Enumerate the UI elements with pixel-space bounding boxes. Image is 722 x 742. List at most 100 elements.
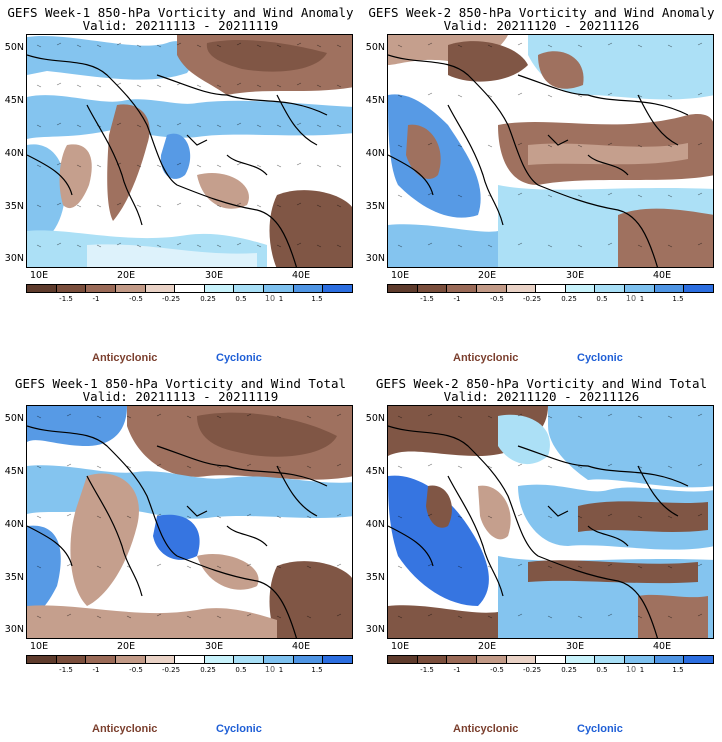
colorbar-segment xyxy=(447,285,477,292)
colorbar-tick: -0.25 xyxy=(161,666,181,674)
colorbar-segment xyxy=(204,285,235,292)
colorbar-tick: -0.5 xyxy=(490,666,504,674)
lon-label: 40E xyxy=(292,641,311,652)
colorbar-segment xyxy=(234,656,265,663)
colorbar-segment xyxy=(388,285,418,292)
colorbar-tick: -1 xyxy=(92,295,100,303)
colorbar-segment xyxy=(565,656,596,663)
cyclonic-label: Cyclonic xyxy=(216,723,262,735)
colorbar-tick: 0.5 xyxy=(235,295,247,303)
lat-label: 30N xyxy=(4,624,24,635)
colorbar-segment xyxy=(323,285,353,292)
lat-label: 40N xyxy=(4,148,24,159)
colorbar-segment xyxy=(536,285,566,292)
panel-title: GEFS Week-2 850-hPa Vorticity and Wind T… xyxy=(375,376,708,391)
cyclonic-label: Cyclonic xyxy=(577,723,623,735)
colorbar-segment xyxy=(293,656,324,663)
colorbar-tick: 0.5 xyxy=(596,666,608,674)
anticyclonic-label: Anticyclonic xyxy=(92,723,158,735)
colorbar-scale-label: 10 xyxy=(625,294,637,303)
colorbar-segment xyxy=(86,656,116,663)
lon-label: 40E xyxy=(653,270,672,281)
colorbar-segment xyxy=(684,285,714,292)
colorbar-tick: 1.5 xyxy=(311,666,323,674)
lon-label: 40E xyxy=(653,641,672,652)
colorbar-tick: 0.25 xyxy=(561,295,577,303)
colorbar-scale-label: 10 xyxy=(625,665,637,674)
lat-label: 30N xyxy=(4,253,24,264)
colorbar-segment xyxy=(264,656,294,663)
panel-valid-dates: Valid: 20211120 - 20211126 xyxy=(443,18,640,33)
colorbar-tick: -1.5 xyxy=(420,295,434,303)
colorbar-tick: -0.25 xyxy=(522,295,542,303)
colorbar-scale-label: 10 xyxy=(264,294,276,303)
panel-valid-dates: Valid: 20211120 - 20211126 xyxy=(443,389,640,404)
panel-title: GEFS Week-1 850-hPa Vorticity and Wind T… xyxy=(14,376,347,391)
colorbar-tick: 1 xyxy=(639,295,645,303)
panel-week2-anomaly: GEFS Week-2 850-hPa Vorticity and Wind A… xyxy=(361,0,722,371)
lon-label: 20E xyxy=(117,641,136,652)
lat-label: 50N xyxy=(4,413,24,424)
colorbar-segment xyxy=(56,285,87,292)
colorbar-segment xyxy=(388,656,418,663)
colorbar-tick: 0.25 xyxy=(200,666,216,674)
panel-week1-anomaly: GEFS Week-1 850-hPa Vorticity and Wind A… xyxy=(0,0,361,371)
lat-label: 35N xyxy=(4,201,24,212)
colorbar-tick: -0.5 xyxy=(129,666,143,674)
lat-label: 45N xyxy=(365,95,385,106)
vorticity-map xyxy=(26,34,353,268)
lat-label: 30N xyxy=(365,253,385,264)
lon-label: 30E xyxy=(205,641,224,652)
colorbar-segment xyxy=(476,285,507,292)
lon-label: 10E xyxy=(391,641,410,652)
colorbar-tick: 1.5 xyxy=(311,295,323,303)
colorbar-segment xyxy=(536,656,566,663)
color-bar xyxy=(26,655,353,664)
lon-label: 10E xyxy=(391,270,410,281)
lon-label: 20E xyxy=(117,270,136,281)
lat-label: 45N xyxy=(4,466,24,477)
lat-label: 45N xyxy=(365,466,385,477)
colorbar-tick: 0.5 xyxy=(235,666,247,674)
colorbar-tick: -1.5 xyxy=(59,666,73,674)
colorbar-tick: -1.5 xyxy=(420,666,434,674)
panel-title: GEFS Week-1 850-hPa Vorticity and Wind A… xyxy=(7,5,354,20)
colorbar-tick: 1 xyxy=(278,295,284,303)
panel-title: GEFS Week-2 850-hPa Vorticity and Wind A… xyxy=(368,5,715,20)
colorbar-segment xyxy=(476,656,507,663)
colorbar-segment xyxy=(447,656,477,663)
color-bar xyxy=(387,655,714,664)
color-bar xyxy=(387,284,714,293)
colorbar-segment xyxy=(506,285,537,292)
lat-label: 50N xyxy=(365,42,385,53)
vorticity-map xyxy=(26,405,353,639)
lat-label: 30N xyxy=(365,624,385,635)
colorbar-tick: 0.25 xyxy=(561,666,577,674)
lat-label: 35N xyxy=(365,201,385,212)
colorbar-segment xyxy=(86,285,116,292)
colorbar-tick: -0.25 xyxy=(522,666,542,674)
colorbar-tick: 1.5 xyxy=(672,666,684,674)
vorticity-map xyxy=(387,34,714,268)
colorbar-tick: 1 xyxy=(639,666,645,674)
colorbar-segment xyxy=(175,285,205,292)
lon-label: 10E xyxy=(30,270,49,281)
colorbar-segment xyxy=(115,285,146,292)
colorbar-segment xyxy=(654,285,685,292)
colorbar-segment xyxy=(56,656,87,663)
cyclonic-label: Cyclonic xyxy=(577,352,623,364)
lon-label: 20E xyxy=(478,270,497,281)
colorbar-segment xyxy=(595,285,626,292)
colorbar-segment xyxy=(595,656,626,663)
colorbar-tick: -0.25 xyxy=(161,295,181,303)
colorbar-segment xyxy=(684,656,714,663)
panel-valid-dates: Valid: 20211113 - 20211119 xyxy=(82,18,279,33)
colorbar-segment xyxy=(234,285,265,292)
lat-label: 35N xyxy=(365,572,385,583)
cyclonic-label: Cyclonic xyxy=(216,352,262,364)
panel-week1-total: GEFS Week-1 850-hPa Vorticity and Wind T… xyxy=(0,371,361,742)
lon-label: 30E xyxy=(566,641,585,652)
anticyclonic-label: Anticyclonic xyxy=(92,352,158,364)
lat-label: 50N xyxy=(365,413,385,424)
colorbar-tick: -0.5 xyxy=(129,295,143,303)
